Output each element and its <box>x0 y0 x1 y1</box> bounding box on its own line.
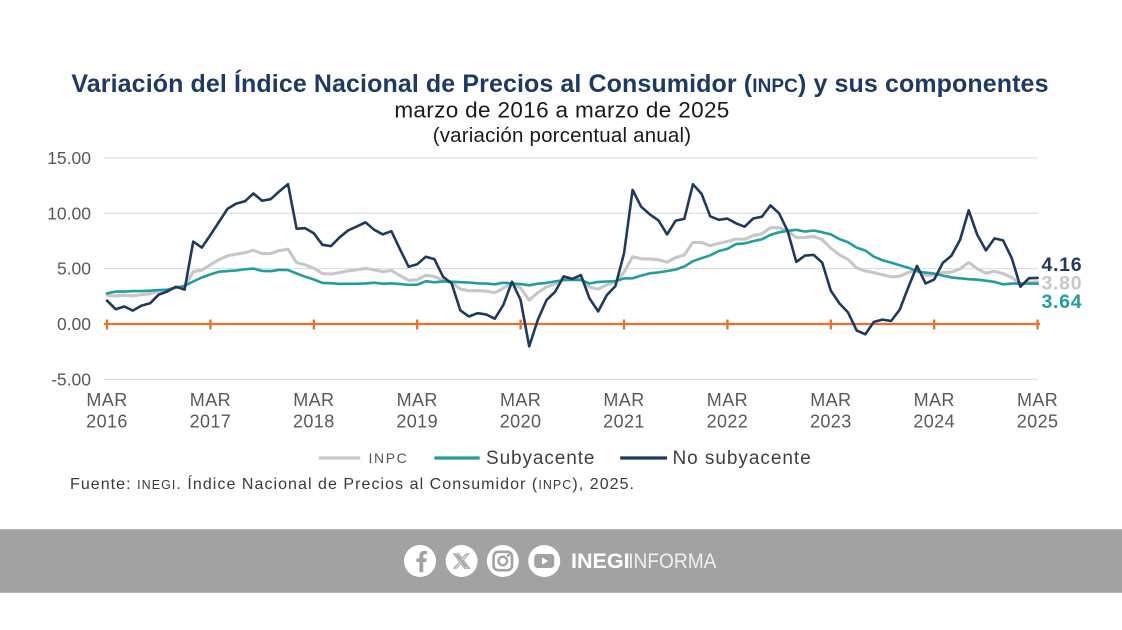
svg-text:MAR: MAR <box>190 390 231 410</box>
svg-text:INPC: INPC <box>369 450 409 466</box>
svg-text:4.16: 4.16 <box>1042 254 1083 276</box>
svg-text:Subyacente: Subyacente <box>486 448 595 469</box>
svg-text:marzo de 2016 a marzo de 2025: marzo de 2016 a marzo de 2025 <box>394 98 729 123</box>
svg-text:3.80: 3.80 <box>1042 272 1083 294</box>
svg-text:MAR: MAR <box>86 390 127 410</box>
svg-text:INEGI: INEGI <box>571 549 630 573</box>
svg-text:INFORMA: INFORMA <box>628 549 717 573</box>
svg-text:MAR: MAR <box>810 390 851 410</box>
svg-text:2020: 2020 <box>500 411 542 431</box>
svg-text:2018: 2018 <box>293 411 335 431</box>
svg-text:MAR: MAR <box>603 390 644 410</box>
svg-text:MAR: MAR <box>707 390 748 410</box>
svg-text:MAR: MAR <box>1017 390 1058 410</box>
svg-text:MAR: MAR <box>293 390 334 410</box>
svg-text:2021: 2021 <box>603 411 645 431</box>
svg-text:MAR: MAR <box>914 390 955 410</box>
svg-text:3.64: 3.64 <box>1042 291 1083 313</box>
svg-text:-5.00: -5.00 <box>51 369 91 389</box>
svg-text:2019: 2019 <box>396 411 438 431</box>
svg-text:2022: 2022 <box>707 411 749 431</box>
svg-text:15.00: 15.00 <box>47 148 91 168</box>
svg-text:2025: 2025 <box>1017 411 1059 431</box>
svg-text:2023: 2023 <box>810 411 852 431</box>
svg-text:10.00: 10.00 <box>47 203 91 223</box>
svg-text:Variación del Índice Nacional: Variación del Índice Nacional de Precios… <box>71 69 1048 98</box>
svg-text:2017: 2017 <box>190 411 232 431</box>
svg-text:5.00: 5.00 <box>57 259 91 279</box>
svg-text:MAR: MAR <box>500 390 541 410</box>
svg-text:2024: 2024 <box>913 411 955 431</box>
svg-text:MAR: MAR <box>397 390 438 410</box>
svg-text:Fuente: INEGI. Índice Nacional: Fuente: INEGI. Índice Nacional de Precio… <box>70 474 635 493</box>
svg-text:(variación porcentual anual): (variación porcentual anual) <box>433 124 692 147</box>
svg-text:0.00: 0.00 <box>57 314 91 334</box>
svg-text:2016: 2016 <box>86 411 128 431</box>
svg-text:No subyacente: No subyacente <box>673 448 812 469</box>
